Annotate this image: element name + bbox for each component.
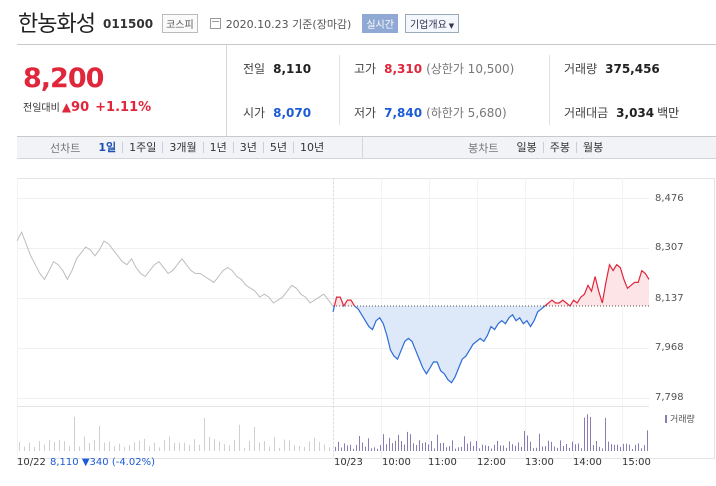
trade-value-cell: 거래대금 3,034 백만 [564, 104, 679, 121]
x-tick-label: 14:00 [573, 457, 602, 468]
change-value: 90 [71, 100, 90, 115]
high-value: 8,310 [384, 62, 423, 76]
trade-value: 3,034 [616, 106, 655, 120]
chart-type-bar: 선차트 1일 1주일 3개월 1년 3년 5년 10년 봉차트 일봉 주봉 월봉 [17, 136, 716, 159]
prev-day-percent: (-4.02%) [111, 457, 155, 468]
divider [362, 136, 364, 159]
prev-close-label: 전일 [243, 62, 266, 76]
today-line-up [333, 263, 650, 306]
today-line-down [332, 305, 571, 384]
current-price: 8,200 [23, 63, 104, 94]
date-text: 2020.10.23 기준(장마감) [225, 17, 352, 31]
tab-daily-candle[interactable]: 일봉 [516, 141, 537, 154]
prev-close-value: 8,110 [273, 62, 312, 76]
y-tick-label: 8,137 [655, 293, 684, 304]
today-label: 10/23 [334, 457, 363, 468]
open-value: 8,070 [273, 106, 312, 120]
volume-label: 거래량 [564, 62, 598, 76]
quote-details: 전일 8,110 고가 8,310 (상한가 10,500) 거래량 375,456 시… [227, 45, 716, 136]
divider [549, 55, 550, 125]
high-label: 고가 [354, 62, 377, 76]
volume-value: 375,456 [605, 62, 660, 76]
stock-name: 한농화성 [18, 12, 96, 37]
tab-10year[interactable]: 10년 [293, 142, 330, 153]
open-cell: 시가 8,070 [243, 104, 311, 121]
change-label: 전일대비 [23, 103, 60, 114]
prev-day-line [17, 230, 334, 307]
lower-limit: (하한가 5,680) [426, 106, 507, 120]
line-chart-label: 선차트 [50, 141, 81, 155]
stock-header: 한농화성 011500 코스피 2020.10.23 기준(장마감) 실시간 기… [0, 0, 716, 44]
market-badge: 코스피 [162, 13, 198, 33]
volume-legend: 거래량 [665, 412, 695, 425]
tab-weekly-candle[interactable]: 주봉 [542, 142, 576, 153]
volume-legend-swatch [665, 415, 667, 423]
quote-box: 8,200 전일대비 ▲90 +1.11% 전일 8,110 고가 8,310 (상한가 … [17, 44, 716, 137]
tab-1day[interactable]: 1일 [98, 141, 117, 154]
price-change: 전일대비 ▲90 +1.11% [23, 99, 151, 115]
tab-1year[interactable]: 1년 [202, 142, 233, 153]
x-tick-label: 13:00 [525, 457, 554, 468]
low-label: 저가 [354, 106, 377, 120]
y-tick-label: 8,476 [655, 193, 684, 204]
down-arrow-icon: ▼ [81, 457, 90, 468]
price-chart[interactable]: 8,476 8,307 8,137 7,968 7,798 거래량 10/22 … [17, 160, 716, 486]
x-tick-label: 11:00 [428, 457, 457, 468]
prev-day-close: 8,110 [50, 457, 79, 468]
trade-value-unit: 백만 [657, 106, 680, 120]
tab-5year[interactable]: 5년 [262, 142, 293, 153]
prev-day-change: 340 [89, 457, 109, 468]
prev-day-label: 10/22 [17, 457, 46, 468]
x-tick-label: 15:00 [622, 457, 651, 468]
candle-chart-label: 봉차트 [468, 141, 499, 155]
up-arrow-icon: ▲ [61, 100, 72, 114]
stock-code: 011500 [102, 16, 154, 31]
price-chart-svg [17, 178, 715, 459]
company-overview-button[interactable]: 기업개요 ▼ [404, 13, 460, 33]
volume-cell: 거래량 375,456 [564, 60, 660, 77]
change-percent: +1.11% [95, 100, 152, 115]
trade-value-label: 거래대금 [564, 106, 609, 120]
area-above-baseline [334, 264, 649, 306]
chevron-down-icon: ▼ [448, 21, 455, 30]
tab-monthly-candle[interactable]: 월봉 [576, 142, 609, 153]
low-value: 7,840 [384, 106, 423, 120]
tab-1week[interactable]: 1주일 [122, 142, 162, 153]
low-cell: 저가 7,840 (하한가 5,680) [354, 104, 507, 121]
price-panel: 8,200 전일대비 ▲90 +1.11% [17, 45, 227, 136]
y-tick-label: 8,307 [655, 242, 684, 253]
high-cell: 고가 8,310 (상한가 10,500) [354, 60, 514, 77]
y-tick-label: 7,798 [655, 392, 684, 403]
x-tick-label: 12:00 [477, 457, 506, 468]
volume-legend-label: 거래량 [670, 415, 695, 425]
tab-3month[interactable]: 3개월 [162, 142, 202, 153]
realtime-button[interactable]: 실시간 [362, 13, 398, 33]
company-overview-label: 기업개요 [409, 19, 447, 31]
divider [339, 55, 340, 125]
area-below-baseline [333, 305, 649, 383]
open-label: 시가 [243, 106, 266, 120]
tab-3year[interactable]: 3년 [232, 142, 263, 153]
upper-limit: (상한가 10,500) [426, 62, 515, 76]
calendar-icon [209, 17, 221, 29]
prev-day-summary: 8,110 ▼340 (-4.02%) [50, 457, 155, 468]
y-tick-label: 7,968 [655, 342, 684, 353]
x-tick-label: 10:00 [382, 457, 411, 468]
prev-close-cell: 전일 8,110 [243, 60, 311, 77]
